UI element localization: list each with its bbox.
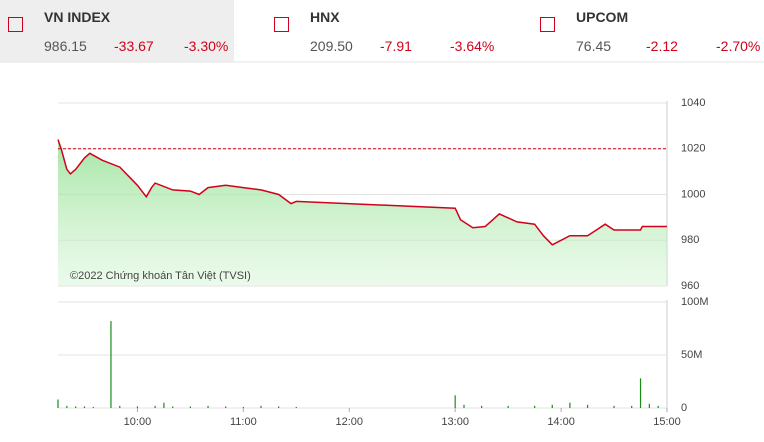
volume-bar [295, 406, 297, 408]
checkbox-icon[interactable] [274, 17, 289, 32]
volume-bar [657, 405, 659, 408]
x-tick-label: 13:00 [441, 416, 469, 428]
x-tick-label: 11:00 [230, 416, 257, 428]
index-value: 986.15 [44, 38, 87, 54]
volume-bar [534, 405, 536, 408]
volume-bar [66, 405, 68, 408]
volume-bar [83, 406, 86, 408]
index-percent: -3.30% [184, 38, 229, 54]
index-value: 76.45 [576, 38, 612, 54]
y-tick-label: 50M [681, 349, 702, 361]
y-tick-label: 980 [681, 234, 699, 246]
volume-bar [189, 406, 191, 408]
volume-bar [172, 406, 174, 408]
volume-bar [278, 406, 280, 408]
volume-bar [136, 406, 139, 408]
volume-bar [613, 405, 615, 408]
volume-bar [586, 404, 589, 408]
y-tick-label: 960 [681, 280, 699, 292]
y-tick-label: 1020 [681, 143, 705, 155]
volume-bar [481, 405, 483, 408]
y-tick-label: 1000 [681, 188, 705, 200]
checkbox-icon[interactable] [8, 17, 23, 32]
index-change: -2.12 [646, 38, 678, 54]
volume-bar [631, 405, 633, 408]
index-tab[interactable]: VN INDEX 986.15 -33.67 -3.30% [0, 0, 234, 62]
y-tick-label: 1040 [681, 97, 705, 109]
volume-bar [163, 402, 165, 408]
volume-bar [569, 402, 571, 408]
index-percent: -3.64% [450, 38, 495, 54]
y-tick-label: 0 [681, 402, 687, 414]
volume-bar [507, 405, 509, 408]
volume-bar [57, 399, 59, 408]
volume-bar [92, 406, 94, 408]
checkbox-icon[interactable] [540, 17, 555, 32]
x-tick-label: 10:00 [124, 416, 152, 428]
x-tick-label: 15:00 [653, 416, 681, 428]
index-name: VN INDEX [44, 9, 111, 25]
index-tab[interactable]: HNX 209.50 -7.91 -3.64% [266, 0, 500, 62]
volume-bar [207, 405, 209, 408]
volume-bar [225, 406, 227, 408]
index-name: UPCOM [576, 9, 629, 25]
area [58, 139, 667, 286]
volume-bar [154, 405, 156, 408]
watermark: ©2022 Chứng khoán Tân Việt (TVSI) [70, 270, 251, 282]
index-name: HNX [310, 9, 340, 25]
price-line [57, 139, 667, 246]
index-percent: -2.70% [716, 38, 761, 54]
index-value: 209.50 [310, 38, 353, 54]
volume-bar [119, 405, 121, 408]
volume-bar [260, 405, 262, 408]
volume-bar [463, 404, 465, 408]
volume-bar [110, 321, 112, 408]
volume-bar [639, 378, 642, 408]
x-tick-label: 12:00 [335, 416, 363, 428]
index-change: -7.91 [380, 38, 412, 54]
index-change: -33.67 [114, 38, 154, 54]
y-tick-label: 100M [681, 296, 709, 308]
volume-bar [454, 395, 456, 408]
index-tab[interactable]: UPCOM 76.45 -2.12 -2.70% [532, 0, 764, 62]
x-tick-label: 14:00 [547, 416, 575, 428]
volume-bar [648, 403, 650, 408]
volume-bar [242, 406, 244, 408]
volume-bar [551, 404, 553, 408]
volume-bar [75, 406, 77, 408]
